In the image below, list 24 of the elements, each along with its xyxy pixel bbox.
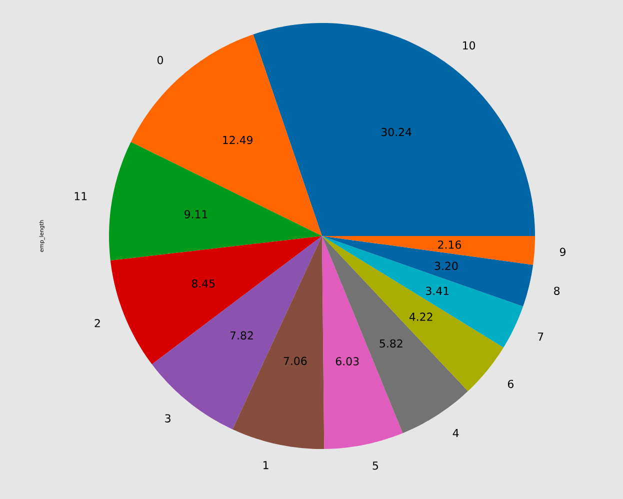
slice-label: 9 — [560, 248, 566, 256]
data-label: 30.24 — [381, 128, 412, 136]
slice-label: 11 — [74, 192, 87, 200]
slice-label: 7 — [538, 332, 544, 341]
slice-label: 4 — [452, 429, 459, 438]
slice-label: 2 — [94, 319, 100, 328]
data-label: 9.11 — [184, 210, 208, 218]
data-label: 4.22 — [409, 312, 432, 321]
data-label: 7.82 — [230, 331, 253, 340]
slice-label: 3 — [165, 414, 170, 422]
slice-label: 10 — [463, 41, 476, 50]
data-label: 3.20 — [434, 262, 458, 270]
data-label: 6.03 — [336, 357, 359, 366]
slice-label: 0 — [157, 56, 163, 64]
data-label: 5.82 — [380, 339, 402, 348]
slice-label: 6 — [508, 380, 514, 388]
data-label: 3.41 — [426, 286, 449, 296]
slice-label: 1 — [264, 461, 268, 470]
slice-label: 8 — [554, 286, 560, 295]
data-label: 12.49 — [223, 136, 252, 144]
data-label: 2.16 — [438, 240, 462, 249]
slice-label: 5 — [372, 462, 378, 470]
data-label: 7.06 — [284, 356, 307, 366]
data-label: 8.45 — [192, 279, 215, 288]
